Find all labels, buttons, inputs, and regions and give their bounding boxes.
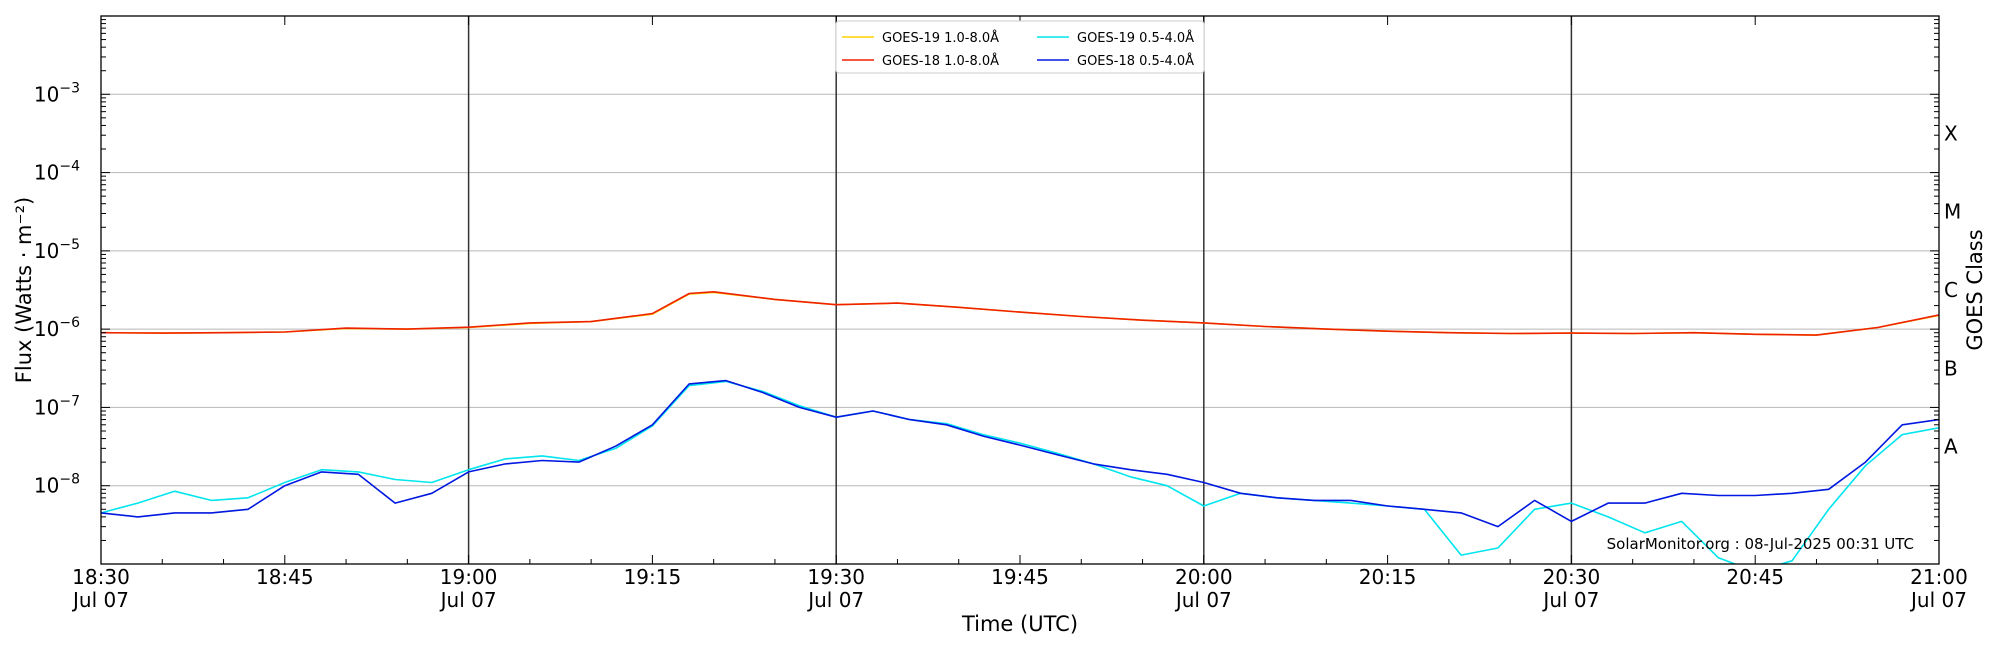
x-tick-label: 19:30	[807, 565, 865, 589]
goes-class-label: X	[1944, 121, 1958, 145]
x-tick-label: 19:00	[440, 565, 498, 589]
axis-ticks	[100, 16, 1940, 565]
x-tick-date-label: Jul 07	[71, 588, 129, 612]
x-tick-date-label: Jul 07	[1541, 588, 1599, 612]
legend-label: GOES-18 1.0-8.0Å	[882, 53, 999, 69]
x-tick-date-label: Jul 07	[1909, 588, 1967, 612]
x-tick-label: 19:45	[991, 565, 1049, 589]
x-tick-date-label: Jul 07	[439, 588, 497, 612]
x-tick-label: 20:15	[1359, 565, 1417, 589]
credit-text: SolarMonitor.org : 08-Jul-2025 00:31 UTC	[1607, 535, 1914, 553]
legend-label: GOES-19 1.0-8.0Å	[882, 30, 999, 46]
y-tick-label: 10−8	[34, 472, 80, 498]
x-tick-label: 21:00	[1910, 565, 1968, 589]
x-tick-date-label: Jul 07	[1174, 588, 1232, 612]
series-lines	[101, 290, 1939, 564]
series-line	[101, 379, 1939, 528]
goes-class-label: M	[1944, 200, 1961, 224]
x-tick-label: 18:30	[72, 565, 130, 589]
x-tick-label: 20:45	[1726, 565, 1784, 589]
x-tick-label: 20:00	[1175, 565, 1233, 589]
y-tick-labels: 10−3 10−4 10−5 10−6 10−7 10−8	[34, 80, 80, 497]
legend-label: GOES-19 0.5-4.0Å	[1077, 30, 1194, 46]
x-tick-label: 19:15	[624, 565, 682, 589]
y-tick-label: 10−3	[34, 80, 80, 106]
legend-box	[835, 20, 1205, 74]
goes-class-label: A	[1944, 435, 1958, 459]
goes-class-labels: X M C B A	[1944, 121, 1961, 458]
goes-class-label: B	[1944, 356, 1958, 380]
x-tick-label: 18:45	[256, 565, 314, 589]
x-tick-label: 20:30	[1543, 565, 1601, 589]
series-line	[101, 290, 1939, 336]
y-tick-label: 10−4	[34, 159, 80, 185]
y-axis-title: Flux (Watts · m⁻²)	[12, 197, 36, 383]
legend-label: GOES-18 0.5-4.0Å	[1077, 53, 1194, 69]
plot-background	[101, 16, 1939, 564]
y-tick-label: 10−7	[34, 393, 80, 419]
y2-axis-title: GOES Class	[1963, 229, 1987, 350]
legend: GOES-19 1.0-8.0Å GOES-18 1.0-8.0Å GOES-19 …	[835, 20, 1205, 74]
x-axis-title: Time (UTC)	[961, 612, 1078, 636]
goes-class-label: C	[1944, 278, 1958, 302]
x-tick-date-label: Jul 07	[806, 588, 864, 612]
series-line	[101, 380, 1939, 564]
y-tick-label: 10−6	[34, 315, 80, 341]
y-tick-label: 10−5	[34, 237, 80, 263]
